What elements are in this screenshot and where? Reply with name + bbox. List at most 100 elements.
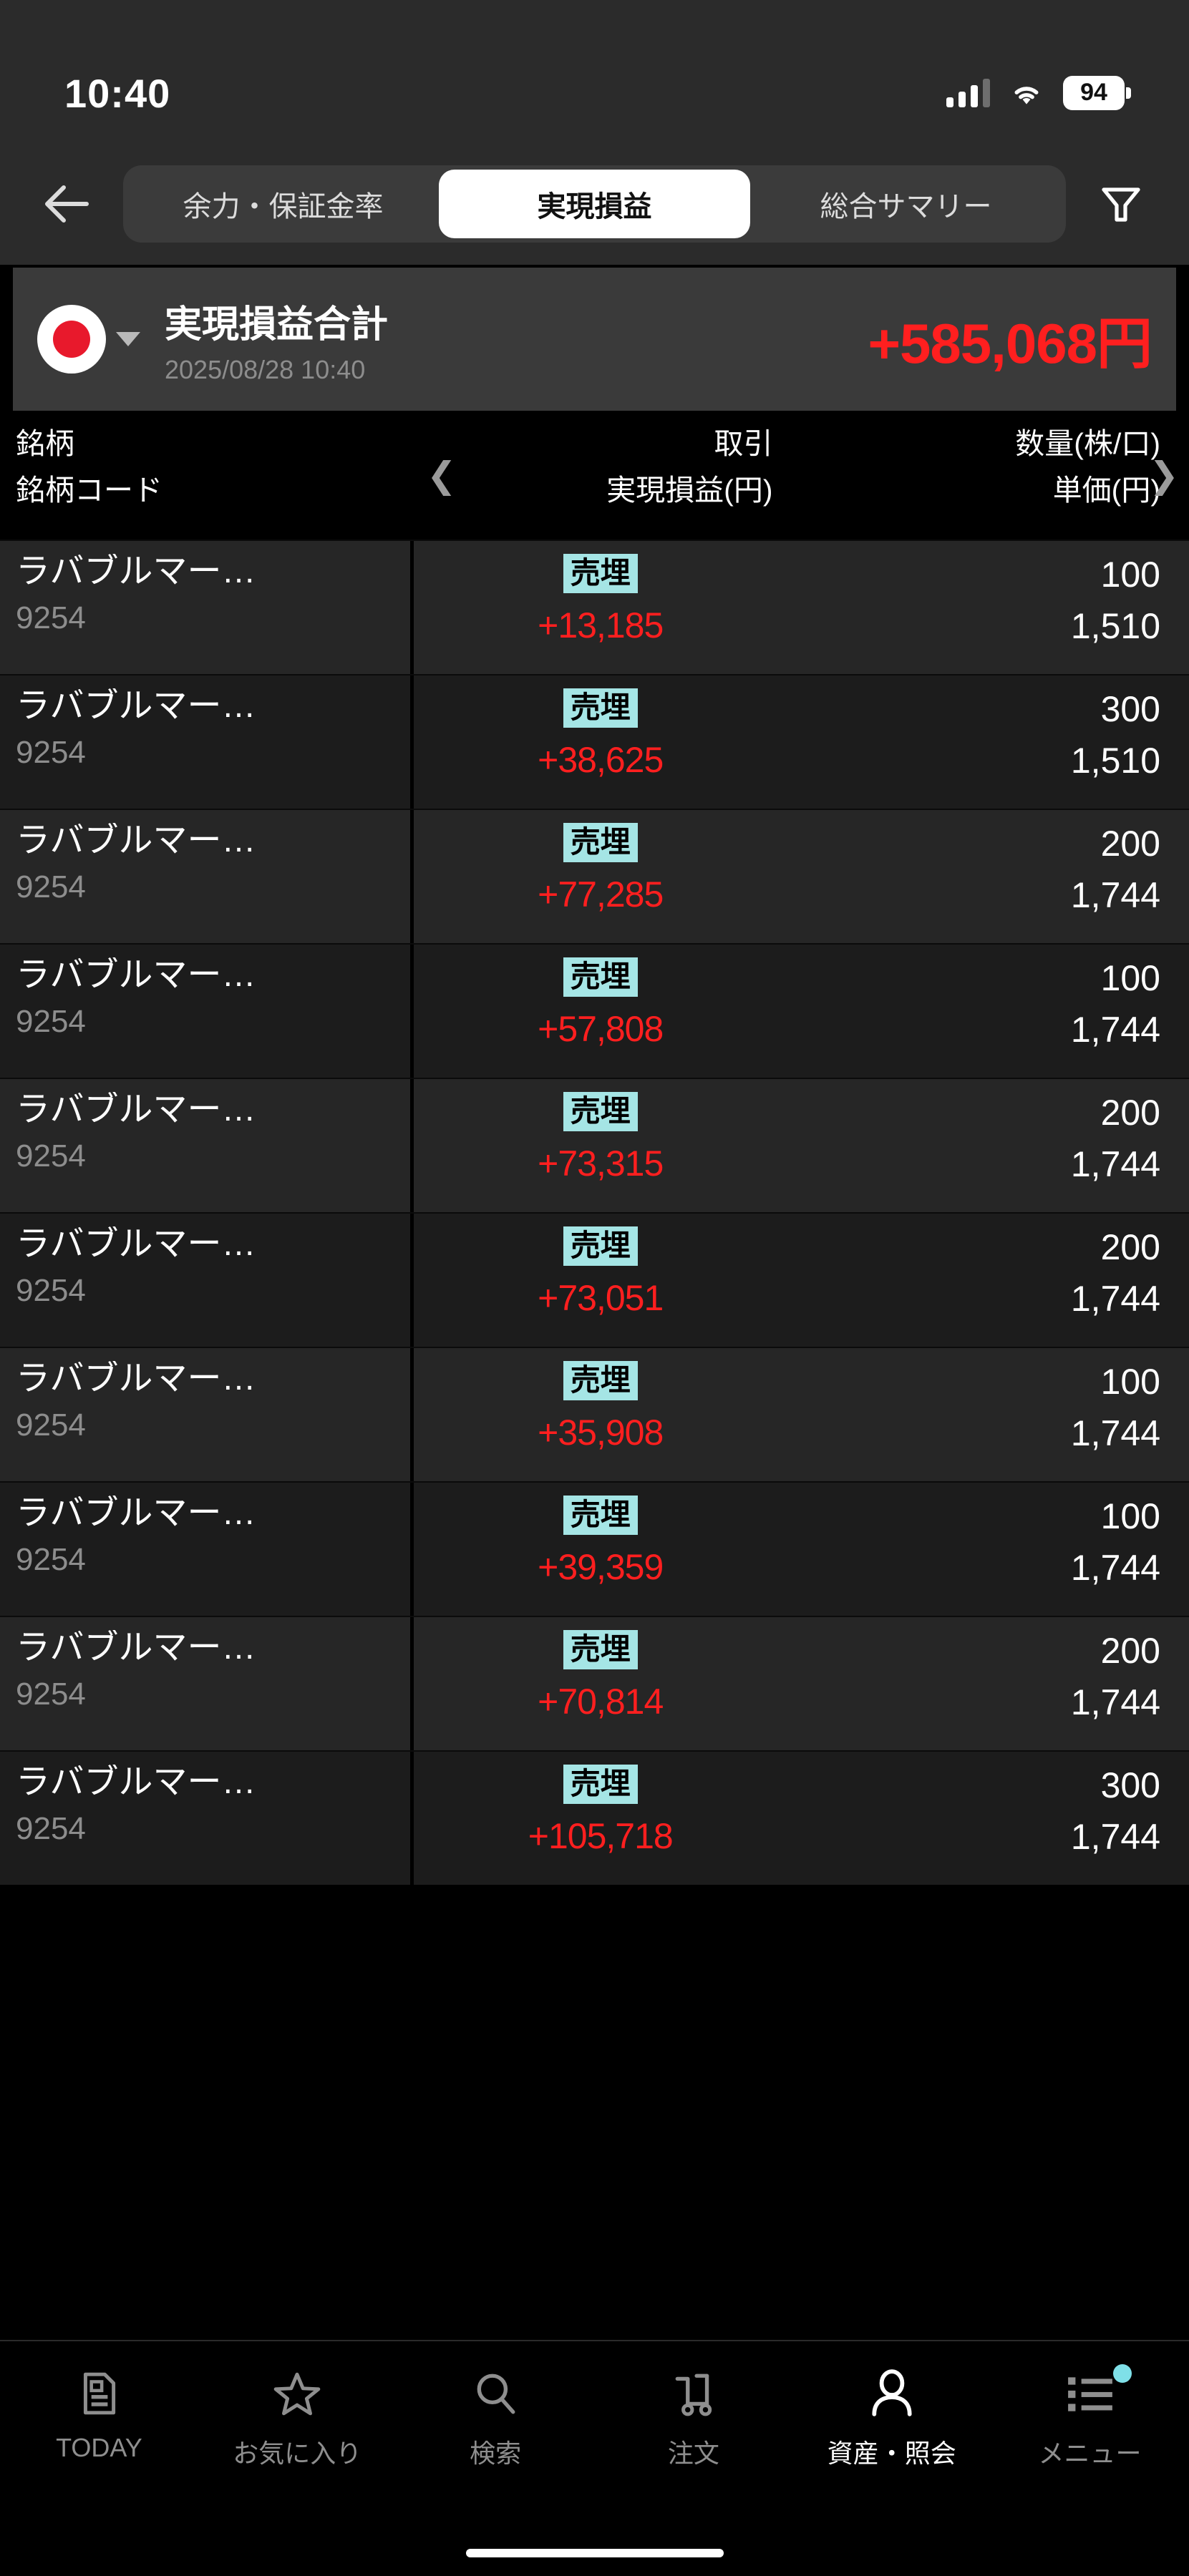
japan-flag-icon bbox=[37, 305, 106, 374]
cell-scrollable: 売埋 +77,285 200 1,744 bbox=[414, 810, 1189, 943]
stock-code: 9254 bbox=[16, 600, 86, 636]
chevron-right-icon[interactable]: ❯ bbox=[1149, 455, 1179, 495]
filter-button[interactable] bbox=[1082, 165, 1160, 243]
caret-down-icon[interactable] bbox=[116, 332, 140, 346]
cell-quantity-price: 200 1,744 bbox=[787, 1617, 1189, 1750]
table-row[interactable]: ラバブルマー… 9254 売埋 +73,315 200 1,744 bbox=[0, 1078, 1189, 1212]
table-row[interactable]: ラバブルマー… 9254 売埋 +77,285 200 1,744 bbox=[0, 809, 1189, 943]
stock-name: ラバブルマー… bbox=[16, 957, 256, 994]
tab-sogo-summary[interactable]: 総合サマリー bbox=[820, 191, 992, 223]
table-row[interactable]: ラバブルマー… 9254 売埋 +38,625 300 1,510 bbox=[0, 674, 1189, 809]
stock-code: 9254 bbox=[16, 1677, 86, 1712]
unit-price-value: 1,744 bbox=[1070, 1010, 1160, 1050]
unit-price-value: 1,744 bbox=[1070, 1817, 1160, 1857]
table-row[interactable]: ラバブルマー… 9254 売埋 +105,718 300 1,744 bbox=[0, 1750, 1189, 1885]
cell-quantity-price: 300 1,510 bbox=[787, 675, 1189, 809]
nav-item-today[interactable]: TODAY bbox=[0, 2366, 198, 2463]
back-button[interactable] bbox=[29, 165, 107, 243]
nav-item-assets[interactable]: 資産・照会 bbox=[792, 2366, 991, 2470]
unit-price-value: 1,744 bbox=[1070, 1279, 1160, 1319]
cell-quantity-price: 200 1,744 bbox=[787, 1214, 1189, 1347]
cell-stock: ラバブルマー… 9254 bbox=[0, 1617, 414, 1750]
top-navigation-bar: 余力・保証金率 実現損益 総合サマリー bbox=[0, 143, 1189, 265]
quantity-value: 200 bbox=[1100, 1227, 1160, 1267]
cell-stock: ラバブルマー… 9254 bbox=[0, 1752, 414, 1885]
star-icon bbox=[272, 2366, 322, 2421]
status-time: 10:40 bbox=[64, 70, 171, 116]
person-icon bbox=[868, 2366, 916, 2421]
cell-scrollable: 売埋 +13,185 100 1,510 bbox=[414, 541, 1189, 674]
cell-scrollable: 売埋 +105,718 300 1,744 bbox=[414, 1752, 1189, 1885]
trade-type-badge: 売埋 bbox=[563, 554, 638, 594]
cell-trade: 売埋 +70,814 bbox=[414, 1617, 787, 1750]
header-qty-top: 数量(株/口) bbox=[1015, 427, 1160, 460]
trade-type-badge: 売埋 bbox=[563, 688, 638, 728]
header-name-column: 銘柄 銘柄コード bbox=[0, 411, 414, 540]
cell-quantity-price: 300 1,744 bbox=[787, 1752, 1189, 1885]
table-row[interactable]: ラバブルマー… 9254 売埋 +39,359 100 1,744 bbox=[0, 1481, 1189, 1616]
stock-name: ラバブルマー… bbox=[16, 1765, 256, 1801]
nav-item-menu[interactable]: メニュー bbox=[991, 2364, 1189, 2470]
table-row[interactable]: ラバブルマー… 9254 売埋 +57,808 100 1,744 bbox=[0, 943, 1189, 1078]
tab-jitsugen-soneki[interactable]: 実現損益 bbox=[439, 170, 750, 238]
quantity-value: 300 bbox=[1100, 689, 1160, 729]
quantity-value: 200 bbox=[1100, 1631, 1160, 1671]
realized-pl-value: +105,718 bbox=[528, 1816, 674, 1857]
stock-code: 9254 bbox=[16, 735, 86, 771]
quantity-value: 100 bbox=[1100, 555, 1160, 595]
cell-scrollable: 売埋 +73,051 200 1,744 bbox=[414, 1214, 1189, 1347]
table-row[interactable]: ラバブルマー… 9254 売埋 +35,908 100 1,744 bbox=[0, 1347, 1189, 1481]
header-scrollable-columns: 取引 実現損益(円) 数量(株/口) 単価(円) bbox=[414, 411, 1189, 540]
realized-pl-value: +73,315 bbox=[538, 1143, 664, 1184]
nav-item-search[interactable]: 検索 bbox=[397, 2366, 595, 2470]
unit-price-value: 1,744 bbox=[1070, 1144, 1160, 1184]
realized-pl-value: +77,285 bbox=[538, 874, 664, 915]
trade-type-badge: 売埋 bbox=[563, 1630, 638, 1670]
tab-yoryoku-hoshokinritsu[interactable]: 余力・保証金率 bbox=[183, 191, 384, 223]
nav-item-favorites[interactable]: お気に入り bbox=[198, 2366, 397, 2470]
unit-price-value: 1,744 bbox=[1070, 1548, 1160, 1588]
cell-trade: 売埋 +105,718 bbox=[414, 1752, 787, 1885]
cell-quantity-price: 100 1,744 bbox=[787, 945, 1189, 1078]
cell-quantity-price: 100 1,510 bbox=[787, 541, 1189, 674]
cell-trade: 売埋 +39,359 bbox=[414, 1483, 787, 1616]
quantity-value: 200 bbox=[1100, 824, 1160, 864]
cell-scrollable: 売埋 +57,808 100 1,744 bbox=[414, 945, 1189, 1078]
summary-card[interactable]: 実現損益合計 2025/08/28 10:40 +585,068円 bbox=[13, 268, 1176, 411]
unit-price-value: 1,510 bbox=[1070, 741, 1160, 781]
table-row[interactable]: ラバブルマー… 9254 売埋 +73,051 200 1,744 bbox=[0, 1212, 1189, 1347]
chevron-left-icon[interactable]: ❮ bbox=[427, 455, 457, 495]
header-trade-top: 取引 bbox=[714, 427, 773, 460]
header-trade-bottom: 実現損益(円) bbox=[606, 474, 773, 507]
cell-trade: 売埋 +77,285 bbox=[414, 810, 787, 943]
trade-type-badge: 売埋 bbox=[563, 1496, 638, 1536]
cell-quantity-price: 200 1,744 bbox=[787, 810, 1189, 943]
realized-pl-value: +38,625 bbox=[538, 740, 664, 781]
cell-trade: 売埋 +73,315 bbox=[414, 1079, 787, 1212]
status-indicators: 94 bbox=[946, 76, 1125, 110]
table-row[interactable]: ラバブルマー… 9254 売埋 +13,185 100 1,510 bbox=[0, 540, 1189, 674]
quantity-value: 100 bbox=[1100, 958, 1160, 998]
segmented-tab-control[interactable]: 余力・保証金率 実現損益 総合サマリー bbox=[123, 165, 1066, 243]
quantity-value: 200 bbox=[1100, 1093, 1160, 1133]
stock-code: 9254 bbox=[16, 1542, 86, 1578]
cell-stock: ラバブルマー… 9254 bbox=[0, 1079, 414, 1212]
cell-scrollable: 売埋 +35,908 100 1,744 bbox=[414, 1348, 1189, 1481]
table-body: ラバブルマー… 9254 売埋 +13,185 100 1,510 ラバブルマー… 9254 売… bbox=[0, 540, 1189, 1885]
summary-title: 実現損益合計 bbox=[165, 303, 389, 346]
header-name-bottom: 銘柄コード bbox=[16, 474, 162, 507]
stock-code: 9254 bbox=[16, 1273, 86, 1309]
nav-item-order[interactable]: 注文 bbox=[594, 2366, 792, 2470]
stock-name: ラバブルマー… bbox=[16, 1226, 256, 1263]
trade-type-badge: 売埋 bbox=[563, 1226, 638, 1267]
menu-notification-badge bbox=[1112, 2364, 1132, 2383]
cell-quantity-price: 100 1,744 bbox=[787, 1348, 1189, 1481]
table-row[interactable]: ラバブルマー… 9254 売埋 +70,814 200 1,744 bbox=[0, 1616, 1189, 1750]
stock-code: 9254 bbox=[16, 1811, 86, 1847]
cell-trade: 売埋 +35,908 bbox=[414, 1348, 787, 1481]
nav-label-search: 検索 bbox=[470, 2439, 522, 2468]
cell-scrollable: 売埋 +39,359 100 1,744 bbox=[414, 1483, 1189, 1616]
trade-type-badge: 売埋 bbox=[563, 957, 638, 997]
table-header-row: 銘柄 銘柄コード 取引 実現損益(円) 数量(株/口) 単価(円) ❮ ❯ bbox=[0, 411, 1189, 540]
